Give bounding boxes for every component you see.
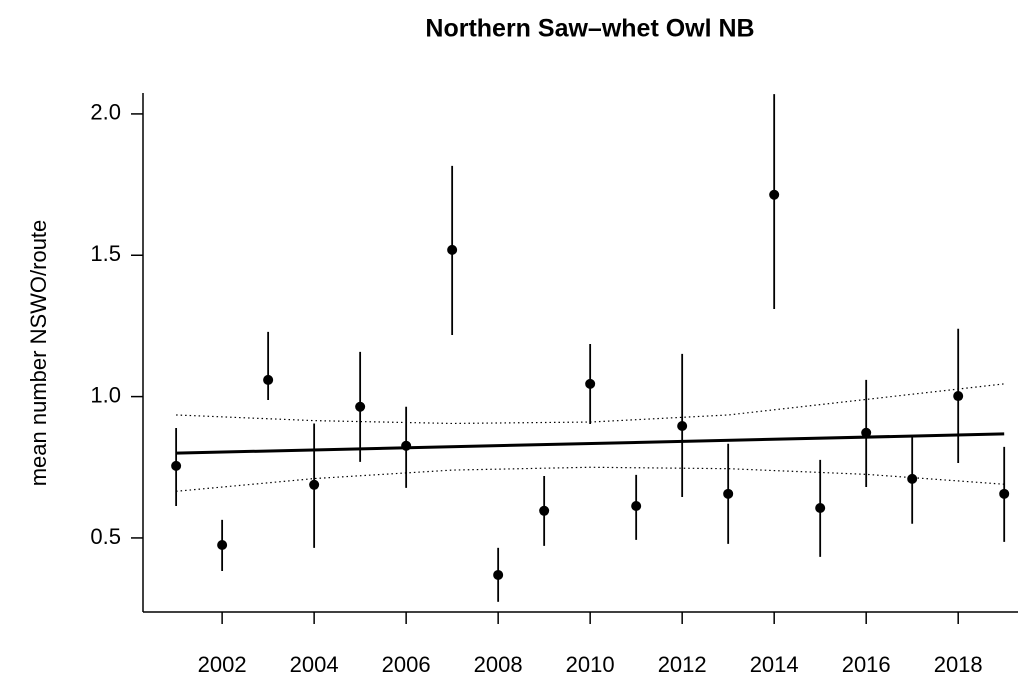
- x-tick-label: 2010: [566, 652, 615, 677]
- x-tick-label: 2014: [750, 652, 799, 677]
- point: [815, 502, 826, 513]
- trend-line: [176, 432, 1005, 455]
- point: [447, 244, 458, 255]
- point: [263, 374, 274, 385]
- point: [493, 569, 504, 580]
- point: [861, 427, 872, 438]
- chart-title: Northern Saw–whet Owl NB: [425, 15, 754, 43]
- point: [769, 189, 780, 200]
- y-tick-label: 0.5: [90, 524, 121, 549]
- y-axis-label: mean number NSWO/route: [26, 220, 51, 487]
- x-tick-label: 2002: [198, 652, 247, 677]
- point: [999, 488, 1010, 499]
- point: [953, 391, 964, 402]
- y-tick-label: 1.5: [90, 241, 121, 266]
- x-tick-label: 2006: [382, 652, 431, 677]
- point: [539, 505, 550, 516]
- point: [171, 460, 182, 471]
- x-tick-label: 2018: [934, 652, 983, 677]
- point: [677, 420, 688, 431]
- point: [309, 479, 320, 490]
- y-tick-label: 1.0: [90, 382, 121, 407]
- x-tick-label: 2016: [842, 652, 891, 677]
- point: [631, 500, 642, 511]
- point: [401, 440, 412, 451]
- point: [217, 540, 228, 551]
- x-tick-label: 2004: [290, 652, 339, 677]
- point: [585, 378, 596, 389]
- x-tick-label: 2008: [474, 652, 523, 677]
- point: [355, 401, 366, 412]
- point: [723, 488, 734, 499]
- point: [907, 473, 918, 484]
- y-tick-label: 2.0: [90, 100, 121, 125]
- confidence-lower: [176, 466, 1005, 492]
- x-tick-label: 2012: [658, 652, 707, 677]
